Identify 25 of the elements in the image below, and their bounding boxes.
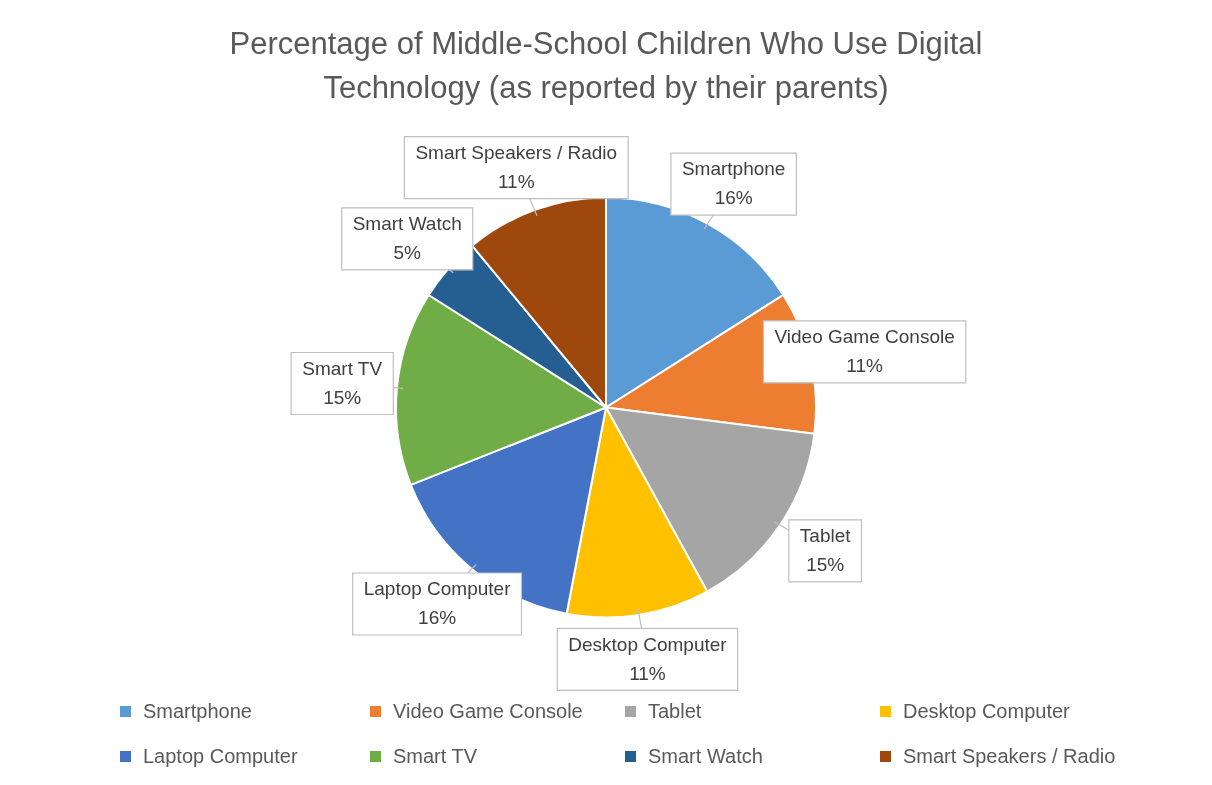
data-label: 5% <box>393 242 422 264</box>
data-label: 15% <box>806 554 845 576</box>
data-label: 16% <box>714 187 753 209</box>
slice-label: Tablet <box>799 525 852 547</box>
legend-label: Video Game Console <box>393 700 583 723</box>
data-label: 11% <box>629 662 666 684</box>
slice-label: Smart Watch <box>352 213 462 235</box>
slice-label: Smart Speakers / Radio <box>415 141 618 163</box>
slice-label: Smartphone <box>681 158 786 180</box>
legend-label: Laptop Computer <box>143 745 298 768</box>
data-label: 11% <box>497 170 535 192</box>
legend-label: Desktop Computer <box>903 700 1070 723</box>
chart-title: Percentage of Middle-School Children Who Use Digital Technology (as reported by their parents) <box>228 25 984 107</box>
slice-label: Laptop Computer <box>363 578 512 600</box>
slice-label: Video Game Console <box>774 326 955 348</box>
legend-label: Tablet <box>648 700 702 723</box>
legend-label: Smart Speakers / Radio <box>903 745 1116 768</box>
data-label: 11% <box>846 355 884 377</box>
data-label: 15% <box>323 386 362 408</box>
legend-label: Smart Watch <box>648 745 763 768</box>
slice-label: Desktop Computer <box>568 633 728 655</box>
legend-label: Smartphone <box>143 700 252 723</box>
data-label: 16% <box>418 607 457 629</box>
legend-label: Smart TV <box>393 745 478 768</box>
slice-label: Smart TV <box>302 357 383 379</box>
